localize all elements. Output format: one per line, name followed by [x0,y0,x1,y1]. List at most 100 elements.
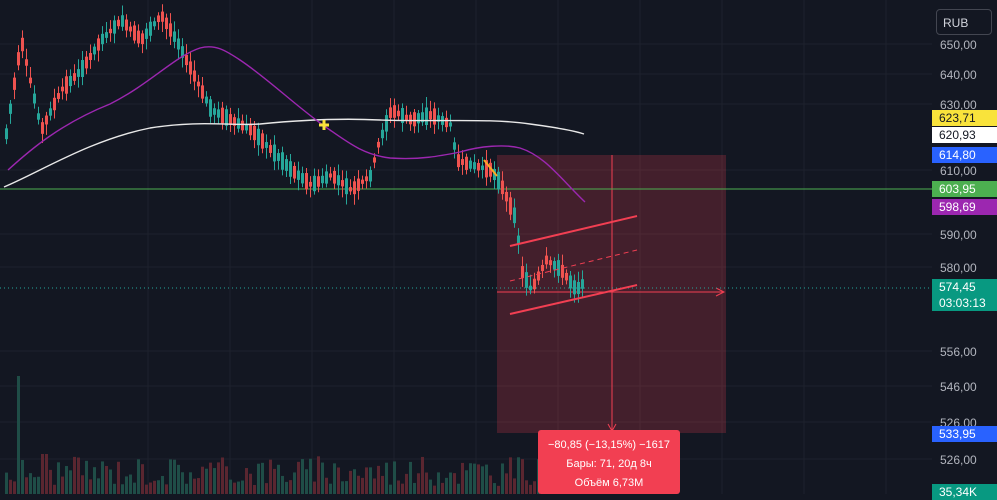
candle-body [341,180,344,187]
volume-bar [297,461,300,494]
measure-arrow-head [715,287,726,297]
volume-bar [117,461,120,494]
candle-body [529,285,532,291]
volume-bar [153,480,156,494]
volume-bar [485,464,488,494]
candle-body [565,272,568,281]
volume-bar [69,470,72,494]
candle-body [553,261,556,270]
price-tag: 620,93 [932,127,997,143]
volume-bar [473,463,476,494]
cross-marker-icon [319,120,329,130]
candle-body [477,162,480,171]
volume-bar [465,470,468,494]
currency-selector-button[interactable]: RUB [936,9,992,35]
volume-bar [501,463,504,494]
candle-body [233,117,236,126]
candle-body [305,173,308,190]
channel-drawing [509,215,638,315]
candle-body [545,255,548,265]
volume-bar [289,480,292,494]
candle-body [273,144,276,162]
candle-body [485,160,488,178]
volume-bar [209,462,212,494]
candle-body [133,25,136,41]
candle-body [173,31,176,42]
trend-segment [483,159,498,177]
candle-body [181,46,184,58]
candle-body [381,129,384,139]
candle-body [409,114,412,125]
volume-bar [57,462,60,494]
volume-bar [377,465,380,494]
candle-body [309,181,312,187]
candle-body [97,38,100,51]
candle-body [393,105,396,118]
volume-bar [281,475,284,494]
candle-body [373,157,376,163]
volume-bar [77,457,80,494]
candle-body [121,15,124,27]
candle-body [81,60,84,77]
volume-bar [213,468,216,494]
candle-body [185,54,188,66]
candle-body [221,107,224,124]
candle-body [93,46,96,55]
volume-bar [357,475,360,494]
candle-body [413,112,416,127]
candle-body [37,113,40,120]
volume-bar [165,484,168,494]
candle-body [245,124,248,131]
candle-body [69,75,72,87]
candle-body [33,93,36,104]
candle-body [189,61,192,75]
volume-bar [61,476,64,494]
candle-body [65,76,68,94]
volume-bar [373,478,376,494]
moving-average-purple [7,46,586,203]
volume-bar [365,467,368,494]
volume-bar [337,467,340,494]
price-tag: 533,95 [932,426,997,442]
volume-bar [245,468,248,494]
volume-bar [97,478,100,494]
candle-body [421,112,424,123]
candle-body [365,176,368,182]
candle-body [561,264,564,278]
volume-bar [309,458,312,494]
volume-bar [133,482,136,494]
price-tag: 598,69 [932,199,997,215]
candle-body [213,108,216,115]
axis-tick-label: 556,00 [940,345,977,359]
candle-body [337,175,340,186]
candle-body [137,30,140,44]
volume-bar [5,472,8,494]
price-tag: 35,34K [932,484,997,500]
candle-body [193,70,196,82]
axis-tick-label: 546,00 [940,380,977,394]
volume-bar [85,460,88,494]
measure-change: −80,85 (−13,15%) −1617 [547,439,670,451]
volume-bar [301,459,304,494]
volume-bar [81,475,84,494]
volume-bar [341,481,344,494]
volume-bar [353,469,356,494]
candle-body [241,120,244,131]
volume-bar [221,457,224,494]
candle-body [281,152,284,170]
candle-body [129,26,132,32]
volume-bar [385,462,388,494]
volume-bar [185,483,188,494]
candle-body [445,117,448,128]
candle-body [57,93,60,99]
volume-bar [393,461,396,494]
volume-bar [25,477,28,494]
volume-bar [345,481,348,494]
measure-info-box: −80,85 (−13,15%) −1617 Бары: 71, 20д 8ч … [538,430,680,494]
price-tag: 03:03:13 [932,295,997,311]
volume-bar [37,476,40,494]
candle-body [509,197,512,215]
candle-body [13,77,16,90]
volume-bar [13,481,16,494]
